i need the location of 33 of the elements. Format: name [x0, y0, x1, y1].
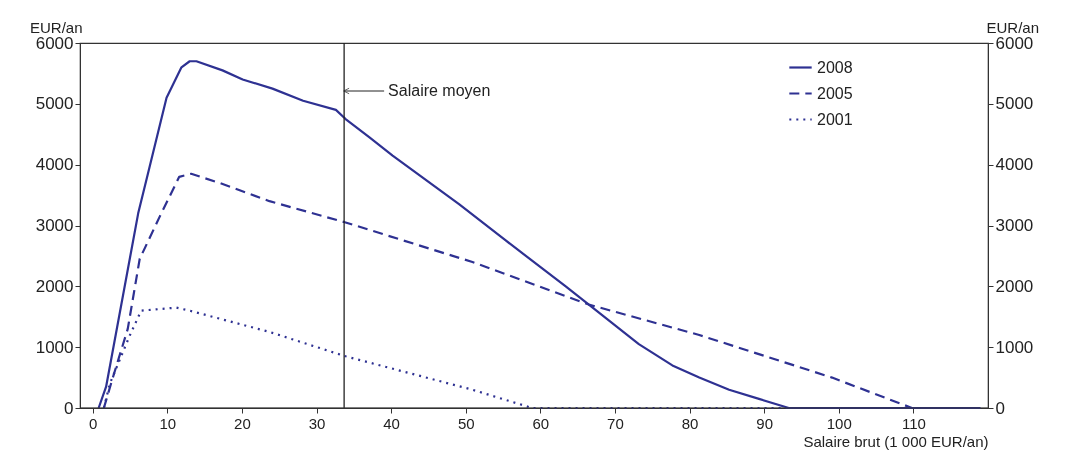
- x-tick-label: 40: [383, 414, 400, 432]
- y2-tick-label: 2000: [995, 276, 1034, 296]
- legend-label: 2008: [817, 58, 853, 76]
- y2-tick-label: 4000: [995, 155, 1034, 175]
- y-tick-label: 5000: [35, 94, 74, 114]
- x-tick-label: 70: [607, 414, 624, 432]
- legend-label: 2005: [817, 84, 853, 102]
- x-tick-label: 0: [89, 414, 98, 432]
- y2-axis-title: EUR/an: [986, 18, 1040, 36]
- x-tick-label: 10: [159, 414, 177, 432]
- y2-tick-label: 6000: [995, 33, 1034, 53]
- y-tick-label: 0: [64, 398, 74, 418]
- x-tick-label: 100: [826, 414, 852, 432]
- x-tick-label: 50: [457, 414, 475, 432]
- legend-label: 2001: [817, 110, 853, 128]
- ref-line-label: Salaire moyen: [388, 82, 491, 99]
- x-tick-label: 60: [532, 414, 550, 432]
- y-tick-label: 4000: [35, 155, 74, 175]
- y-tick-label: 3000: [35, 216, 74, 235]
- y2-tick-label: 1000: [995, 337, 1034, 357]
- y2-tick-label: 3000: [995, 216, 1034, 235]
- y-axis-title: EUR/an: [29, 18, 83, 36]
- x-axis-title: Salaire brut (1 000 EUR/an): [803, 432, 989, 450]
- x-tick-label: 110: [901, 414, 926, 432]
- x-tick-label: 30: [308, 414, 326, 432]
- y-tick-label: 1000: [35, 337, 74, 357]
- y2-tick-label: 5000: [995, 94, 1034, 114]
- y-tick-label: 2000: [35, 276, 74, 296]
- y2-tick-label: 0: [995, 398, 1005, 418]
- x-tick-label: 90: [756, 414, 774, 432]
- x-tick-label: 20: [234, 414, 251, 432]
- x-tick-label: 80: [681, 414, 699, 432]
- y-tick-label: 6000: [35, 33, 74, 53]
